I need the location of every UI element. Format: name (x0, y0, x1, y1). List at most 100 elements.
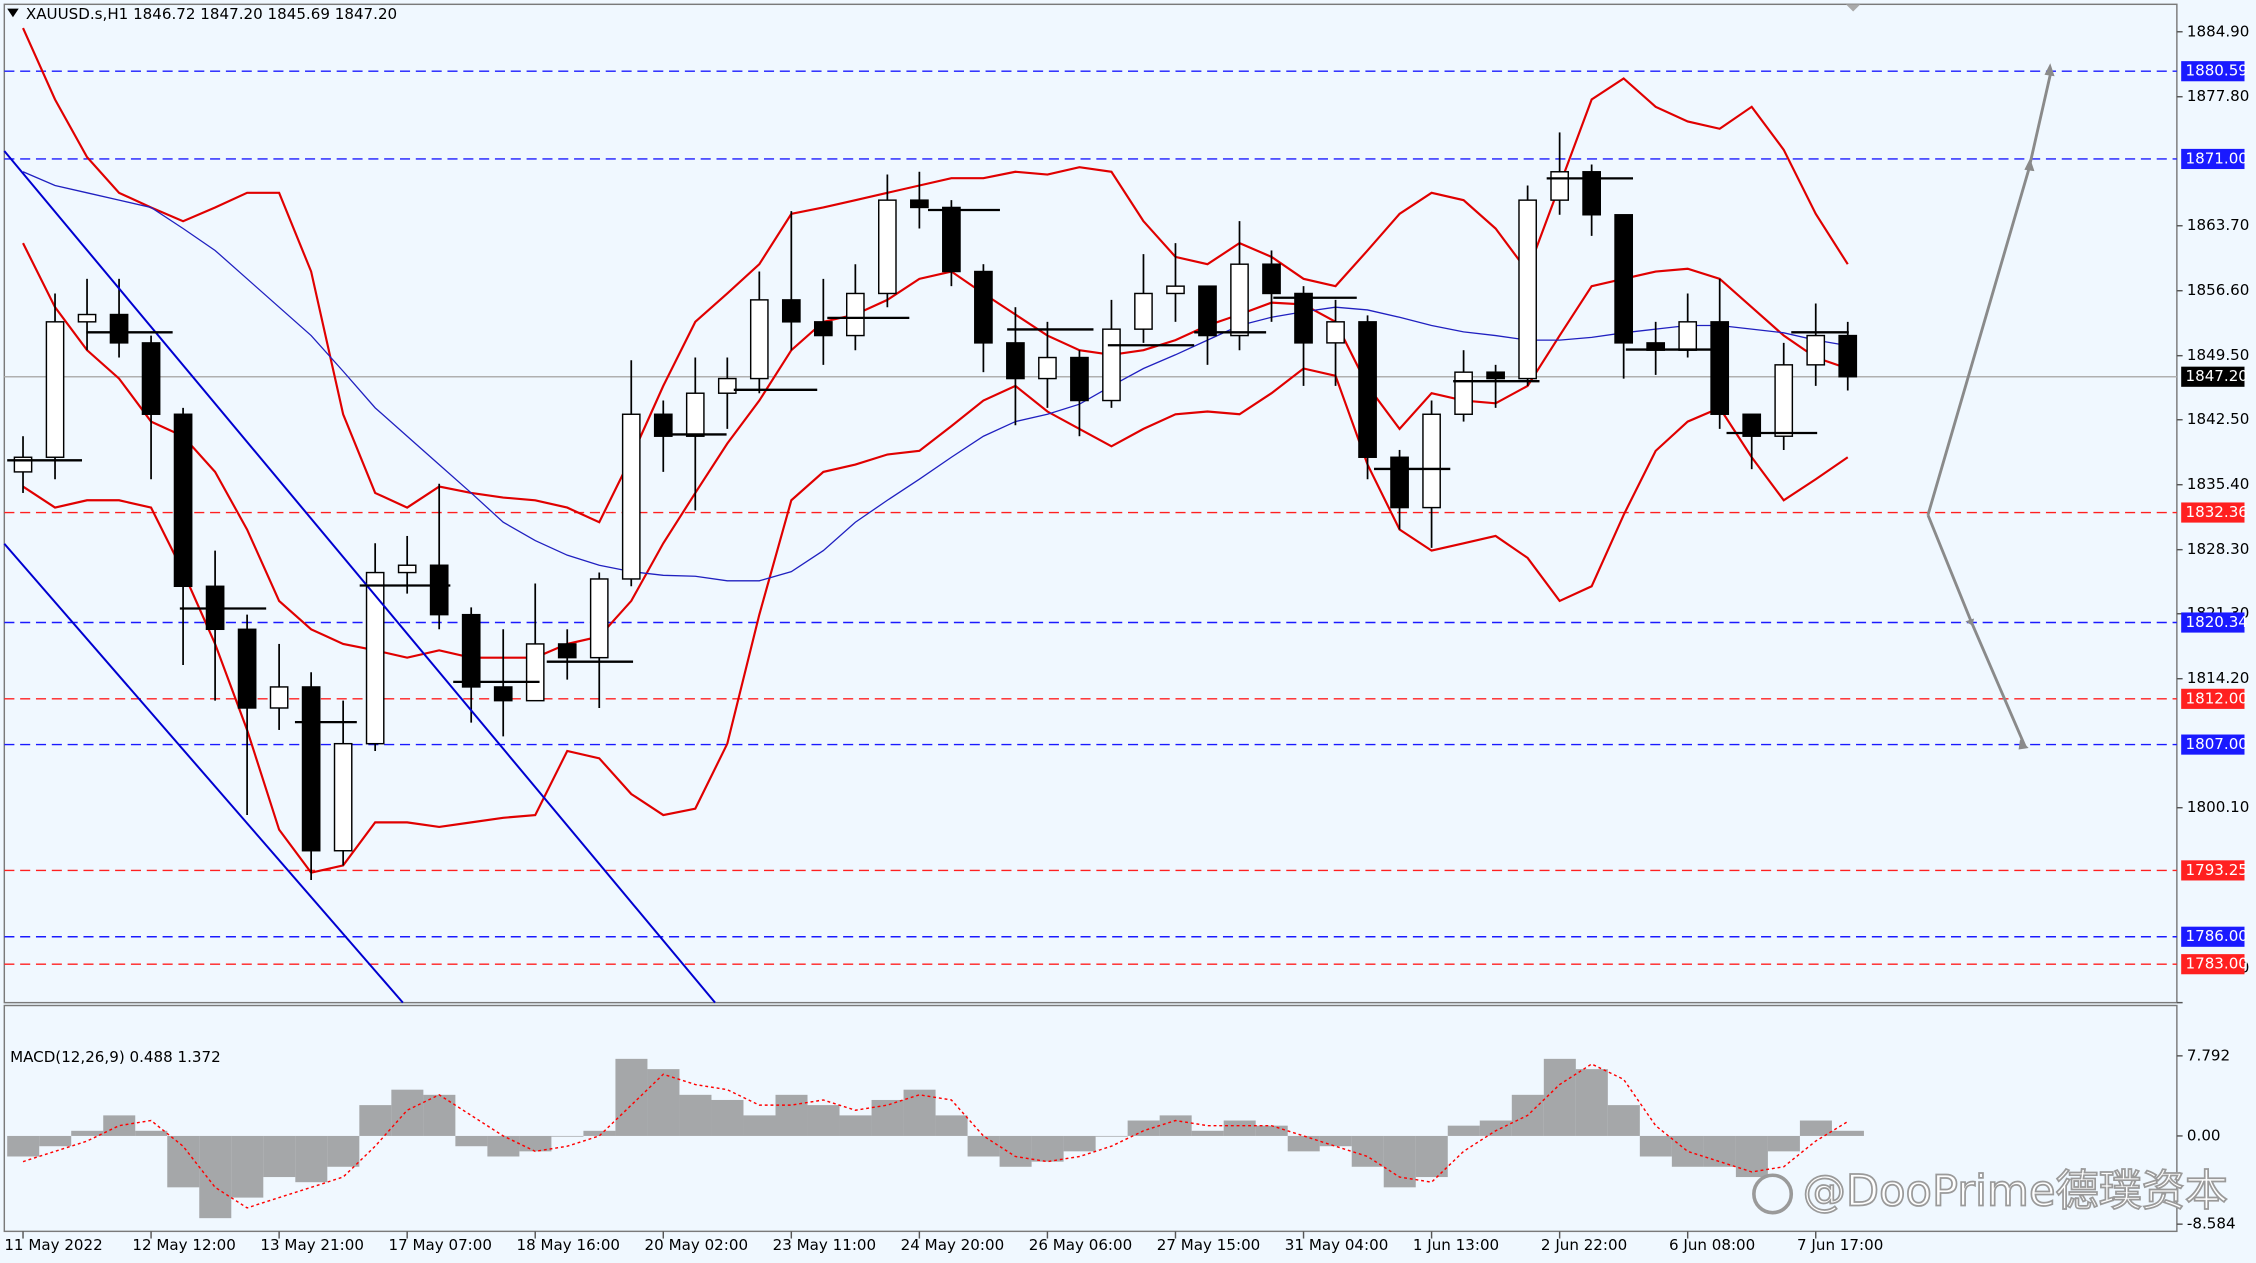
macd-bar (487, 1135, 520, 1157)
candle-body (589, 578, 609, 659)
macd-bar (1095, 1135, 1128, 1137)
macd-bar (263, 1135, 296, 1178)
candle-body (461, 613, 481, 688)
macd-bar (455, 1135, 488, 1147)
level-label-box (2181, 612, 2245, 633)
level-label: 1786.00 (2185, 927, 2247, 945)
shift-marker (1845, 4, 1861, 12)
candle-body (717, 377, 737, 394)
macd-bar (807, 1105, 840, 1136)
macd-bar (1479, 1120, 1512, 1136)
candle-body (525, 643, 545, 702)
y-tick-label: 1828.30 (2187, 540, 2249, 558)
candle-body (1326, 321, 1345, 344)
macd-bar (1127, 1120, 1160, 1136)
x-tick-label: 11 May 2022 (4, 1236, 102, 1254)
indicator-line (22, 367, 1849, 874)
macd-bar (423, 1094, 456, 1136)
y-tick-label: 0.00 (2187, 1126, 2221, 1144)
macd-bar (711, 1099, 744, 1136)
candle-body (397, 564, 417, 574)
level-label: 1832.36 (2185, 503, 2247, 521)
x-tick-label: 12 May 12:00 (132, 1236, 236, 1254)
watermark-logo (1752, 1173, 1794, 1215)
candle-body (685, 392, 705, 437)
candle-body (1422, 413, 1441, 509)
trendline (3, 150, 716, 1004)
macd-signal (22, 1063, 1849, 1209)
x-tick-label: 13 May 21:00 (260, 1236, 364, 1254)
candle-body (653, 413, 673, 437)
y-tick-label: -8.584 (2187, 1215, 2236, 1233)
y-tick-label: 1863.70 (2187, 216, 2249, 234)
y-tick-label: 1800.10 (2187, 798, 2249, 816)
macd-bar (1031, 1135, 1064, 1162)
level-label-box (2181, 860, 2245, 881)
candle-body (1198, 285, 1217, 337)
macd-bar (679, 1094, 712, 1136)
x-tick-label: 31 May 04:00 (1285, 1236, 1389, 1254)
candle-body (493, 686, 513, 702)
x-tick-label: 23 May 11:00 (773, 1236, 877, 1254)
candle-body (1134, 292, 1153, 330)
macd-bar (775, 1094, 808, 1136)
y-tick-label: 1814.20 (2187, 669, 2249, 687)
candle-body (77, 313, 97, 323)
macd-bar (1767, 1135, 1800, 1152)
candle-body (813, 321, 833, 337)
candle-body (1294, 292, 1313, 344)
candle-body (1806, 334, 1826, 366)
candle-body (269, 686, 289, 709)
x-tick-label: 20 May 02:00 (645, 1236, 749, 1254)
candle-body (1454, 371, 1473, 415)
candle-body (1390, 456, 1409, 509)
candle-body (1230, 263, 1249, 337)
level-label-box (2181, 954, 2245, 975)
candle-body (45, 321, 65, 458)
level-label: 1812.00 (2185, 689, 2247, 707)
macd-bar (1415, 1135, 1448, 1178)
candle-body (141, 342, 161, 415)
level-label-box (2181, 148, 2245, 170)
macd-title: MACD(12,26,9) 0.488 1.372 (10, 1048, 221, 1066)
macd-bar (71, 1130, 104, 1136)
candle-body (878, 199, 897, 295)
candle-body (109, 313, 129, 344)
candle-body (942, 206, 961, 273)
macd-bar (743, 1115, 776, 1136)
candle-body (1262, 263, 1281, 295)
macd-bar (295, 1135, 328, 1183)
level-label: 1871.00 (2185, 149, 2247, 167)
y-tick-label: 7.792 (2187, 1046, 2230, 1064)
candle-body (1038, 356, 1057, 380)
last-price-label: 1847.20 (2185, 367, 2247, 385)
x-tick-label: 24 May 20:00 (901, 1236, 1005, 1254)
macd-bar (839, 1115, 872, 1136)
candle-body (1838, 334, 1858, 378)
candle-body (1166, 285, 1185, 295)
y-tick-label: 1835.40 (2187, 475, 2249, 493)
x-tick-label: 17 May 07:00 (388, 1236, 492, 1254)
macd-bar (359, 1105, 392, 1136)
macd-bar (1351, 1135, 1384, 1167)
candle-body (781, 299, 801, 323)
last-price-box (2181, 366, 2245, 387)
macd-bar (551, 1135, 584, 1137)
pivot-segments (7, 177, 1849, 724)
candle-body (1486, 371, 1505, 380)
menu-triangle (7, 8, 19, 18)
main-panel (3, 3, 2178, 1004)
x-tick-label: 1 Jun 13:00 (1413, 1236, 1499, 1254)
x-tick-label: 26 May 06:00 (1029, 1236, 1133, 1254)
y-tick-label: 1877.80 (2187, 87, 2249, 105)
macd-bar (327, 1135, 360, 1167)
macd-bar (615, 1058, 648, 1136)
candle-body (1358, 321, 1377, 458)
macd-bar (1607, 1105, 1640, 1136)
macd-bar (1735, 1135, 1768, 1178)
candle-body (1518, 199, 1537, 380)
macd-bar (647, 1069, 680, 1136)
macd-bar (1159, 1115, 1192, 1136)
